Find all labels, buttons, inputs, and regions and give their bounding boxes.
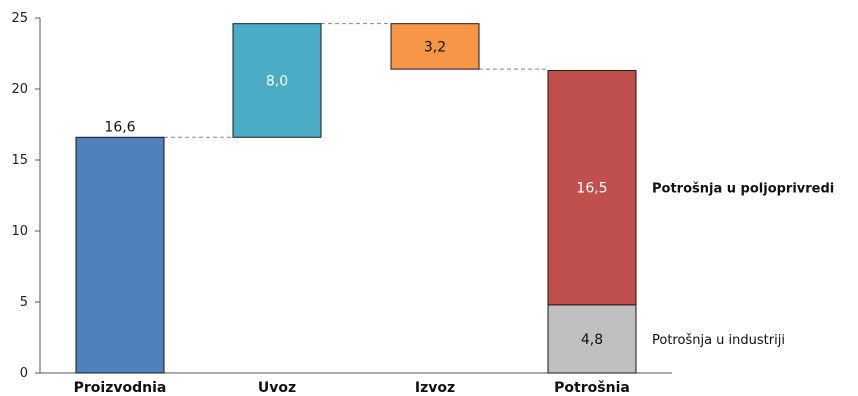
data-label: 8,0 [266, 73, 288, 89]
bar-segment [75, 136, 165, 374]
bar-segment [547, 304, 637, 374]
y-tick-label: 20 [11, 82, 28, 97]
bars [75, 23, 637, 374]
bar-segment [390, 23, 480, 70]
bar-segment [232, 23, 322, 138]
data-label: 4,8 [581, 332, 603, 348]
x-category-label: Izvoz [415, 380, 455, 396]
data-label: 16,6 [104, 119, 135, 135]
axes: 0 5 10 15 20 25 Proizvodnia Uvoz Izvoz Potrošnia [11, 11, 672, 396]
data-label: 16,5 [576, 181, 607, 197]
y-tick-label: 25 [11, 11, 28, 26]
x-category-label: Potrošnia [554, 380, 630, 396]
labels: 16,6 8,0 3,2 4,8 Potrošnja u industriji 16,5 P… [104, 39, 834, 348]
y-tick-label: 0 [20, 366, 28, 381]
segment-annotation: Potrošnja u poljoprivredi [652, 182, 834, 197]
connector-lines [164, 23, 548, 138]
y-tick-label: 15 [11, 153, 28, 168]
bar-segment [547, 70, 637, 306]
y-tick-label: 10 [11, 224, 28, 239]
data-label: 3,2 [424, 39, 446, 55]
segment-annotation: Potrošnja u industriji [652, 333, 785, 348]
y-tick-label: 5 [20, 295, 28, 310]
x-category-label: Proizvodnia [74, 380, 167, 396]
x-category-label: Uvoz [258, 380, 296, 396]
